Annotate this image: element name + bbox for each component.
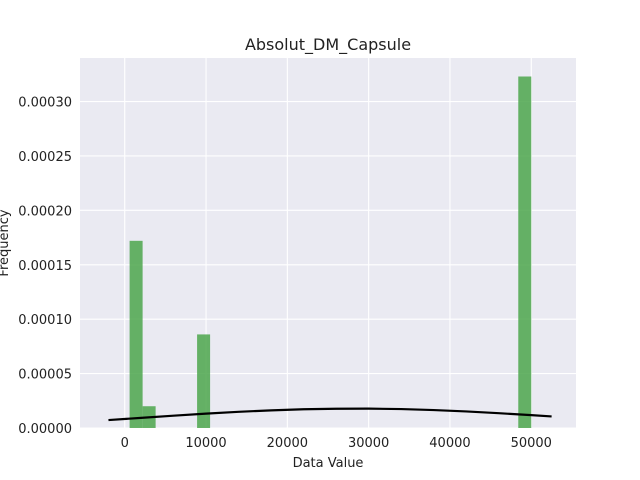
x-tick-label: 50000 bbox=[511, 436, 552, 451]
y-tick-label: 0.00030 bbox=[18, 96, 72, 111]
density-curve bbox=[108, 407, 552, 422]
histogram-bar bbox=[129, 240, 143, 428]
plot-area bbox=[80, 58, 576, 428]
y-tick-label: 0.00015 bbox=[18, 259, 72, 274]
y-tick-label: 0.00005 bbox=[18, 368, 72, 383]
x-axis-label: Data Value bbox=[293, 456, 364, 471]
y-tick-label: 0.00010 bbox=[18, 313, 72, 328]
y-axis-label: Frequency bbox=[0, 209, 12, 276]
x-tick-label: 20000 bbox=[267, 436, 308, 451]
x-tick-label: 0 bbox=[121, 436, 129, 451]
bars bbox=[129, 76, 532, 428]
histogram-bar bbox=[518, 76, 532, 428]
chart-title: Absolut_DM_Capsule bbox=[245, 35, 411, 55]
x-tick-labels: 0 10000 20000 30000 40000 50000 bbox=[121, 436, 552, 451]
x-tick-label: 40000 bbox=[429, 436, 470, 451]
x-tick-label: 10000 bbox=[185, 436, 226, 451]
y-tick-label: 0.00020 bbox=[18, 204, 72, 219]
histogram-bar bbox=[197, 334, 211, 428]
y-tick-label: 0.00000 bbox=[18, 422, 72, 437]
y-tick-labels: 0.00000 0.00005 0.00010 0.00015 0.00020 0.000… bbox=[18, 96, 72, 437]
x-tick-label: 30000 bbox=[348, 436, 389, 451]
y-tick-label: 0.00025 bbox=[18, 150, 72, 165]
